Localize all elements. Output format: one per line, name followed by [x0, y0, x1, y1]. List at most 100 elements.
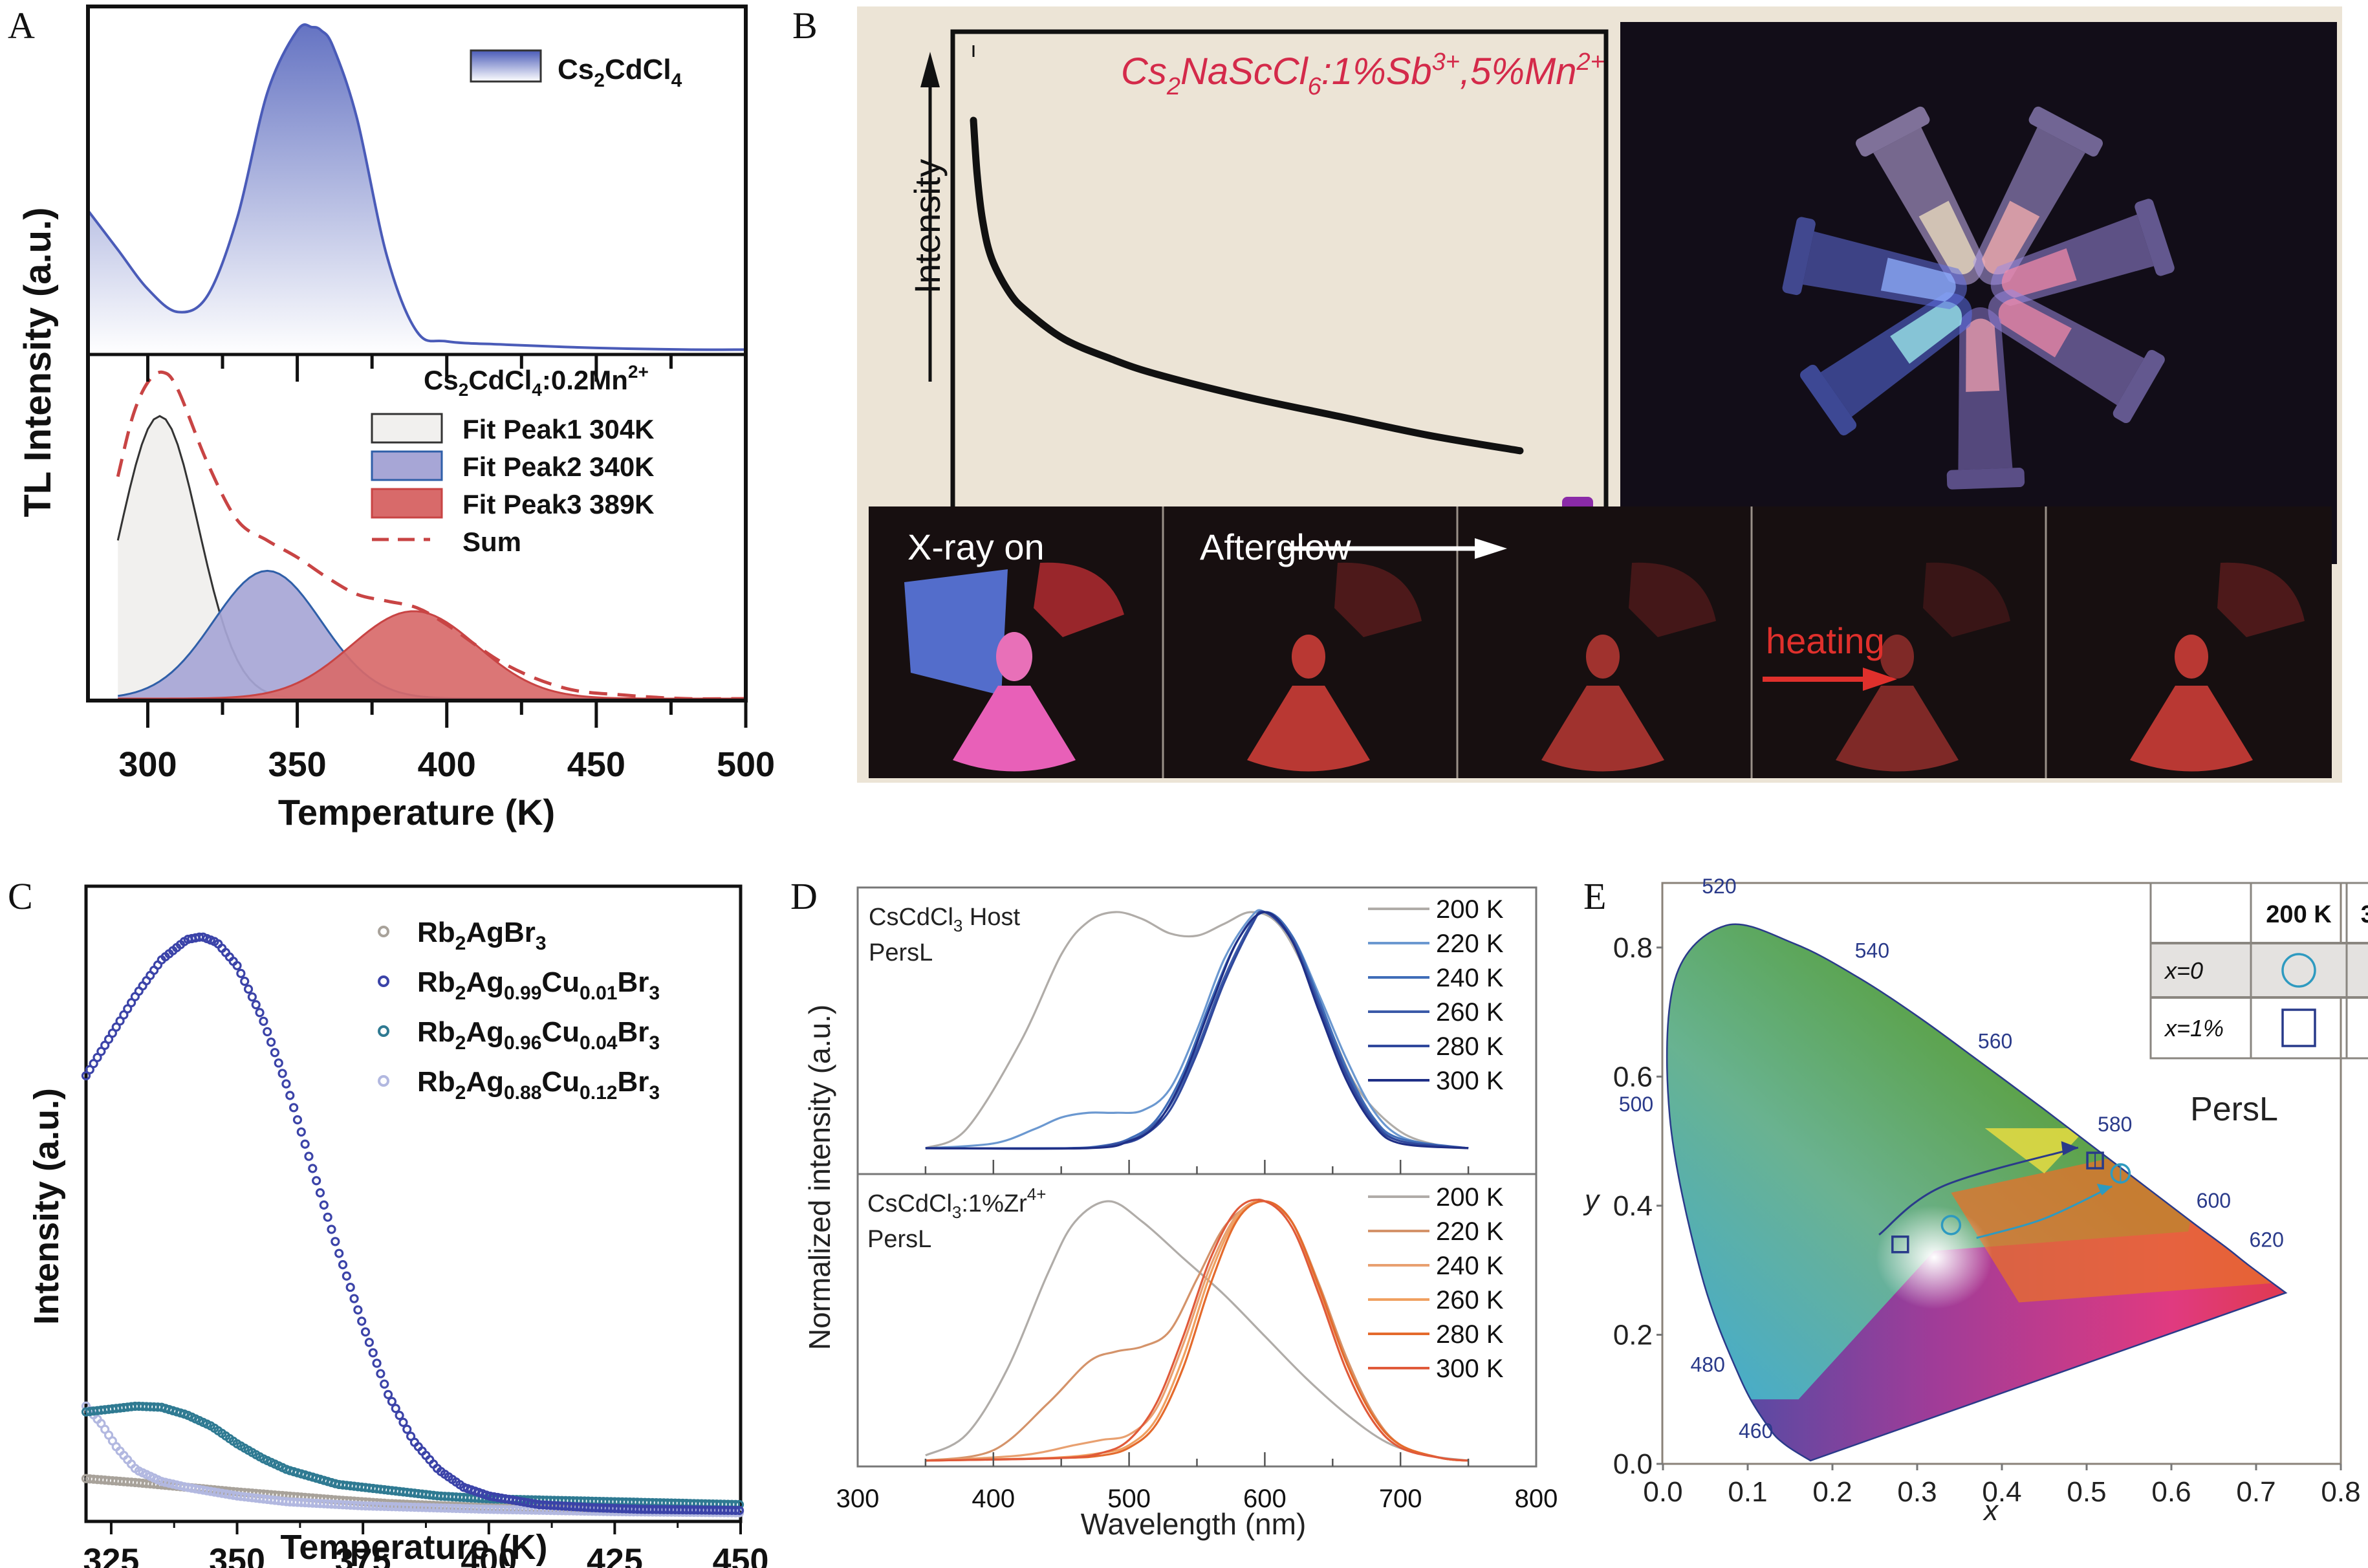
panel-d-series-line — [925, 1200, 1469, 1462]
panel-c-point — [376, 1369, 386, 1378]
panel-b-decay-line — [970, 116, 1524, 455]
panel-b-heating-arrowhead — [1863, 668, 1897, 691]
panel-c-legend-marker — [378, 926, 389, 937]
panel-e-arrowhead-x0 — [2096, 1183, 2113, 1195]
panel-e-x-tick-label: 0.5 — [2067, 1476, 2106, 1508]
panel-c-point — [331, 1237, 340, 1247]
panel-c-point — [731, 1505, 741, 1516]
panel-c-tick-label: 350 — [209, 1542, 265, 1568]
panel-d-tick-label: 500 — [1107, 1485, 1151, 1513]
panel-e-white-point — [1876, 1205, 1993, 1309]
panel-e-table-row-label: x=1% — [2164, 1015, 2224, 1041]
panel-d-tick-label: 400 — [972, 1485, 1015, 1513]
panel-label-c: C — [8, 875, 33, 917]
panel-e-locus-label: 500 — [1619, 1093, 1653, 1116]
panel-c-point — [398, 1417, 408, 1427]
panel-c-point — [338, 1260, 348, 1270]
panel-c-point — [315, 1188, 325, 1198]
panel-e-locus-label: 600 — [2197, 1189, 2231, 1212]
panel-d-legend-label: 300 K — [1436, 1355, 1504, 1383]
panel-d-tick-label: 700 — [1379, 1485, 1422, 1513]
panel-b-strip-frame — [2130, 562, 2305, 772]
panel-c-point — [232, 961, 242, 970]
panel-c-point — [364, 1338, 374, 1347]
panel-d-series-line — [925, 1200, 1469, 1462]
panel-c-point — [357, 1316, 367, 1326]
panel-e-y-tick-label: 0.8 — [1613, 932, 1653, 964]
panel-c-point — [296, 1127, 306, 1137]
panel-c-point — [387, 1397, 397, 1406]
panel-d-xlabel: Wavelength (nm) — [1081, 1507, 1307, 1541]
panel-d-legend-label: 280 K — [1436, 1320, 1504, 1349]
panel-b-strip-frame — [904, 562, 1124, 772]
panel-a-xlabel: Temperature (K) — [278, 792, 555, 833]
panel-a-sum-line — [116, 370, 746, 701]
panel-e-locus-label: 460 — [1739, 1419, 1773, 1443]
panel-a-tick-label: 300 — [118, 745, 177, 784]
panel-b-strip-frame — [1836, 562, 2010, 772]
panel-e-x-tick-label: 0.0 — [1643, 1476, 1682, 1508]
panel-c-legend-marker — [378, 975, 389, 987]
panel-c-point — [243, 984, 254, 994]
panel-e-y-tick-label: 0.6 — [1613, 1061, 1653, 1093]
panel-e-points — [1878, 1141, 2131, 1254]
panel-c-point — [391, 1404, 400, 1413]
panel-c-legend-label: Rb2Ag0.99Cu0.01Br3 — [417, 966, 660, 1004]
panel-b-ylabel: Intensity — [907, 159, 948, 294]
panel-b-strip-frame — [1247, 562, 1422, 772]
panel-label-e: E — [1583, 875, 1607, 917]
panel-d-ylabel: Normalized intensity (a.u.) — [803, 1005, 836, 1350]
panel-c-tick-label: 425 — [587, 1542, 643, 1568]
panel-d-legend-label: 240 K — [1436, 1252, 1504, 1280]
panel-c-ylabel: Intensity (a.u.) — [27, 1088, 66, 1325]
panel-b-tubes — [1782, 106, 2175, 490]
panel-d-top-label: CsCdCl3 Host — [869, 904, 1021, 935]
panel-c-point — [277, 1069, 287, 1078]
panel-e-table-row-bg — [2151, 943, 2368, 997]
panel-e-chart: 0.0 0.1 0.2 0.3 0.4 0.5 0.6 0.7 0.8 0.0 0.2 0.4 0.6 0… — [1583, 875, 2368, 1527]
panel-d-legend-label: 300 K — [1436, 1067, 1504, 1095]
panel-c-point — [383, 1389, 393, 1399]
panel-b-tube — [1990, 199, 2175, 307]
panel-c-tick-label: 325 — [83, 1542, 140, 1568]
panel-c-point — [292, 1115, 303, 1125]
panel-e-y-tick-label: 0.0 — [1613, 1448, 1653, 1480]
panel-b-strip-frame — [1541, 562, 1716, 772]
panel-a-top-line — [87, 23, 746, 351]
panel-c-points — [81, 932, 744, 1518]
panel-e-x-tick-label: 0.8 — [2321, 1476, 2360, 1508]
panel-d-bottom-plot — [925, 1198, 1469, 1462]
panel-e-annotation: PersL — [2190, 1091, 2278, 1128]
panel-c-point — [251, 1000, 261, 1010]
panel-c-legend-label: Rb2Ag0.96Cu0.04Br3 — [417, 1016, 660, 1054]
panel-c-point — [274, 1058, 283, 1068]
panel-e-x-tick-label: 0.2 — [1812, 1476, 1852, 1508]
panel-e-table-row-label: x=0 — [2164, 957, 2203, 984]
panel-d-legend-label: 260 K — [1436, 998, 1504, 1027]
panel-c-point — [402, 1424, 412, 1434]
panel-d-series-line — [925, 1200, 1469, 1462]
panel-d-top-label-2: PersL — [869, 939, 933, 966]
panel-c-legend-label: Rb2Ag0.88Cu0.12Br3 — [417, 1066, 660, 1104]
panel-c-point — [270, 1048, 280, 1058]
panel-d-top-plot — [925, 909, 1469, 1150]
panel-a-legend-swatch — [371, 450, 443, 481]
panel-a-chart: 300 350 400 450 500 Temperature (K) TL Inten… — [17, 5, 775, 833]
panel-e-locus-label: 560 — [1978, 1029, 2012, 1052]
panel-c-point — [319, 1200, 329, 1210]
panel-c-point — [353, 1305, 363, 1315]
panel-a-legend-title: Cs2CdCl4:0.2Mn2+ — [424, 362, 649, 400]
panel-c-legend-marker — [378, 1075, 389, 1087]
panel-d-legend-label: 260 K — [1436, 1286, 1504, 1314]
panel-e-table-square-icon — [2281, 1008, 2316, 1047]
panel-c-frame — [84, 884, 743, 1523]
panel-label-d: D — [790, 875, 818, 917]
panel-d-legend-label: 200 K — [1436, 1183, 1504, 1212]
panel-d-series-line — [925, 909, 1469, 1149]
panel-b-tube — [1973, 106, 2103, 285]
panel-b-afterglow-arrowhead — [1475, 538, 1507, 559]
panel-a-legend-label: Fit Peak3 389K — [462, 489, 655, 519]
panel-d-series-line — [925, 911, 1469, 1149]
panel-b-xray-label: X-ray on — [907, 527, 1045, 567]
panel-d-series-line — [925, 911, 1469, 1150]
